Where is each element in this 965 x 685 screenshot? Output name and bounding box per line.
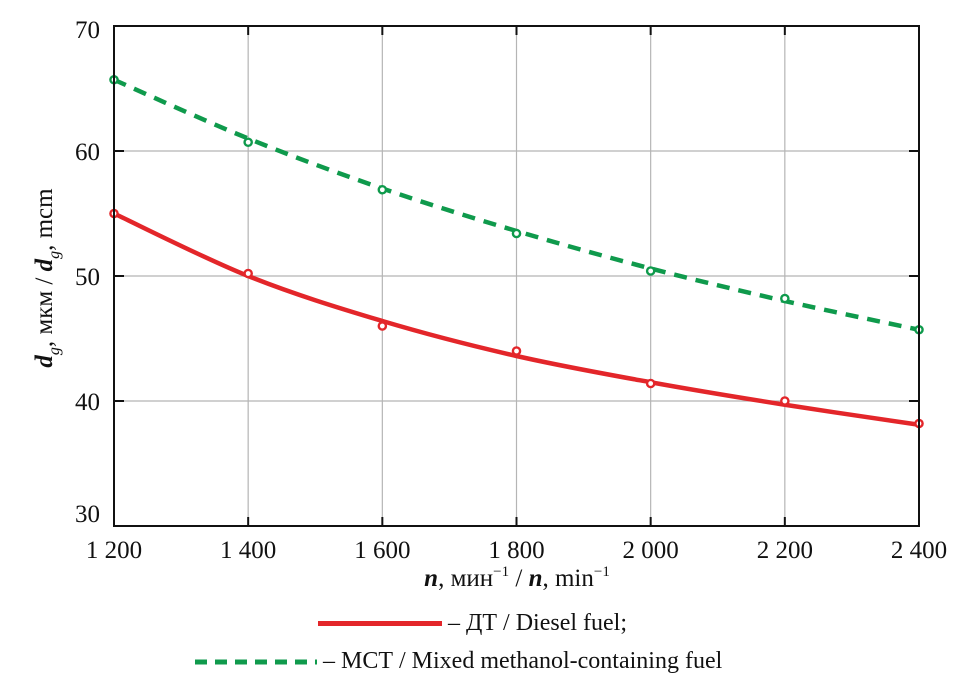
- y-axis-var1: d: [31, 355, 58, 368]
- x-axis-exp1: −1: [493, 564, 509, 580]
- data-point-methanol: [780, 293, 790, 304]
- x-tick-label: 2 200: [757, 537, 813, 564]
- legend-item-diesel: – ДТ / Diesel fuel;: [318, 610, 627, 637]
- data-point-diesel: [645, 378, 656, 389]
- x-axis-sep: /: [509, 565, 528, 592]
- y-axis-sub1: g: [46, 347, 63, 355]
- x-axis-title: n, мин−1 / n, min−1: [424, 564, 610, 592]
- y-axis-unit2: , mcm: [31, 188, 58, 251]
- x-tick-label: 2 400: [891, 537, 947, 564]
- y-axis-title: dg, мкм / dg, mcm: [31, 188, 63, 368]
- data-point-diesel: [243, 268, 253, 279]
- data-point-diesel: [511, 346, 522, 356]
- data-point-diesel: [780, 396, 790, 406]
- data-point-methanol: [243, 137, 253, 148]
- x-tick-labels: 1 200 1 400 1 600 1 800 2 000 2 200 2 400: [86, 537, 947, 564]
- data-point-methanol: [645, 266, 656, 276]
- x-tick-label: 1 400: [220, 537, 276, 564]
- data-point-methanol: [377, 184, 388, 195]
- series-layer: [109, 74, 924, 429]
- x-axis-unit1: , мин: [438, 565, 493, 592]
- legend-swatch-diesel: [318, 621, 442, 626]
- legend-swatch-methanol: [195, 659, 317, 664]
- legend-label-methanol: – МСТ / Mixed methanol-containing fuel: [323, 648, 723, 674]
- y-axis-sub2: g: [46, 251, 63, 259]
- y-tick-label: 50: [75, 264, 100, 291]
- data-point-methanol: [511, 228, 522, 239]
- axis-ticks: [114, 26, 919, 526]
- y-tick-label: 40: [75, 389, 100, 416]
- x-tick-label: 1 200: [86, 537, 142, 564]
- x-axis-var1: n: [424, 565, 438, 592]
- y-tick-labels: 30 40 50 60 70: [75, 17, 100, 528]
- legend-item-methanol: – МСТ / Mixed methanol-containing fuel: [195, 648, 722, 675]
- data-point-diesel: [377, 321, 388, 331]
- x-axis-var2: n: [529, 565, 543, 592]
- y-axis-var2: d: [31, 258, 58, 271]
- x-axis-exp2: −1: [594, 564, 610, 580]
- x-tick-label: 1 800: [488, 537, 544, 564]
- grid-lines: [114, 26, 919, 526]
- x-axis-unit2: , min: [542, 565, 594, 592]
- x-tick-label: 1 600: [354, 537, 410, 564]
- y-axis-unit1: , мкм /: [31, 271, 58, 347]
- y-tick-label: 30: [75, 501, 100, 528]
- y-tick-label: 70: [75, 17, 100, 44]
- x-tick-label: 2 000: [623, 537, 679, 564]
- y-tick-label: 60: [75, 139, 100, 166]
- legend-label-diesel: – ДТ / Diesel fuel;: [448, 610, 627, 636]
